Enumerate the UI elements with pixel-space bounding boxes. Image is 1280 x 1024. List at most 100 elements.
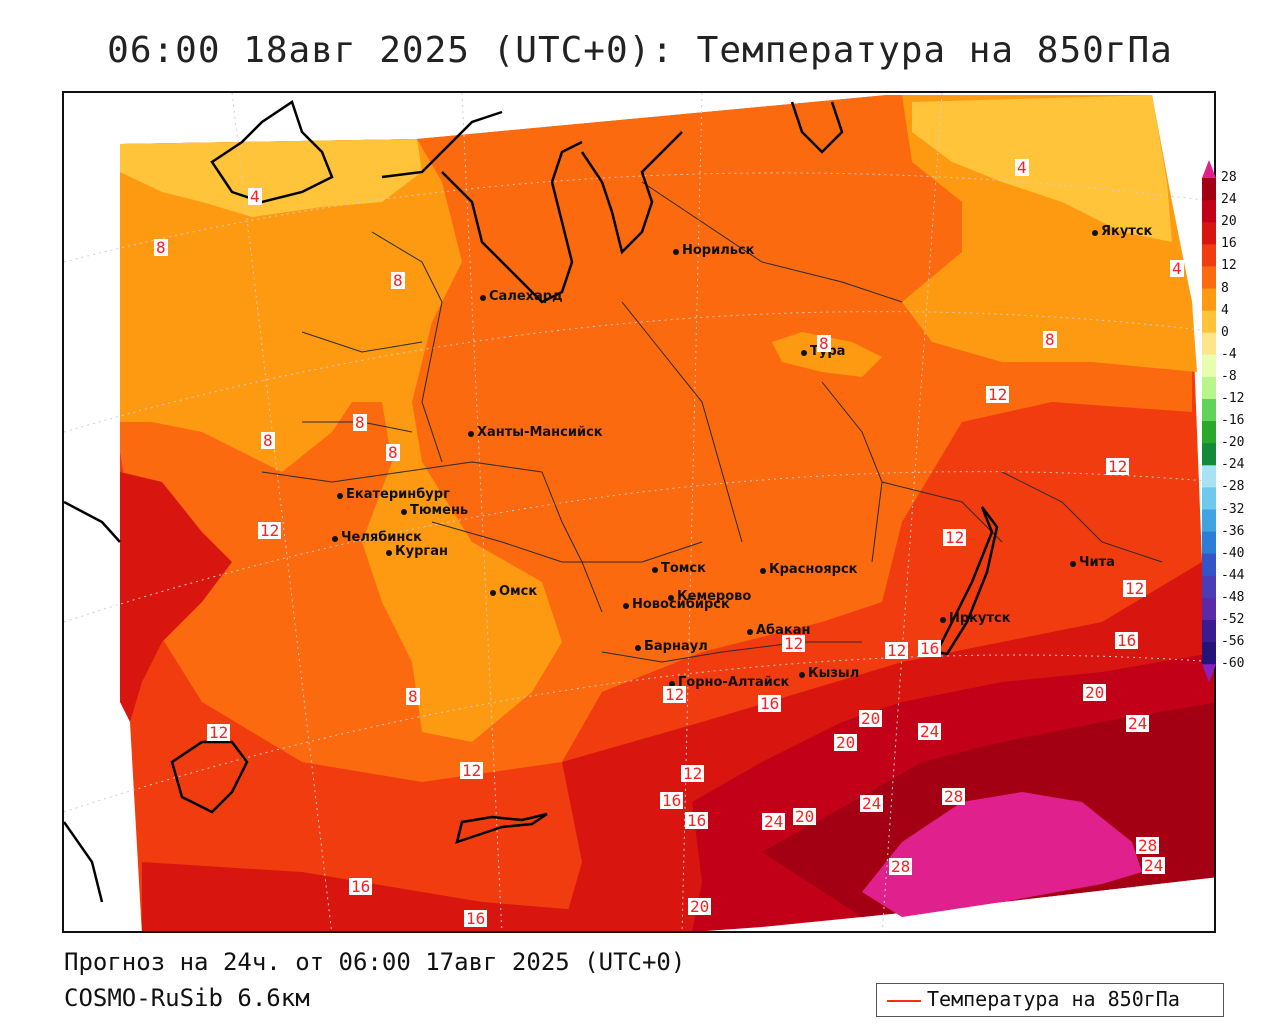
contour-label: 16 — [918, 639, 942, 658]
city-label: Норильск — [682, 243, 755, 258]
city-label: Красноярск — [769, 562, 858, 577]
colorbar-tick-label: 16 — [1221, 236, 1237, 252]
colorbar-tick-label: -4 — [1221, 346, 1237, 362]
colorbar-swatch — [1202, 531, 1216, 555]
city-dot — [1092, 230, 1098, 236]
city-label: Горно-Алтайск — [678, 675, 790, 690]
colorbar-tick-label: -56 — [1221, 634, 1245, 650]
field-0-4-ne — [912, 95, 1172, 242]
field-0-4-north — [120, 139, 422, 217]
colorbar-swatch — [1202, 222, 1216, 245]
contour-label: 8 — [391, 271, 405, 290]
colorbar-tick-label: 24 — [1221, 192, 1237, 208]
contour-label: 28 — [1136, 836, 1160, 855]
model-info: COSMO-RuSib 6.6км — [64, 984, 310, 1012]
colorbar-tick-label: 28 — [1221, 170, 1237, 185]
colorbar — [1202, 160, 1216, 683]
colorbar-tick-label: -16 — [1221, 413, 1245, 429]
city-dot — [669, 681, 675, 687]
colorbar-swatch — [1202, 354, 1216, 378]
colorbar-swatch — [1202, 288, 1216, 312]
colorbar-tick-label: -48 — [1221, 589, 1245, 605]
contour-label: 12 — [663, 685, 687, 704]
contour-label: 4 — [1015, 158, 1029, 177]
forecast-info: Прогноз на 24ч. от 06:00 17авг 2025 (UTC… — [64, 948, 686, 976]
contour-label: 20 — [1083, 683, 1107, 702]
region-borders — [261, 181, 1163, 663]
contour-label: 24 — [918, 722, 942, 741]
colorbar-swatch — [1202, 597, 1216, 621]
graticule — [64, 93, 1214, 931]
city-dot — [468, 431, 474, 437]
map-title: 06:00 18авг 2025 (UTC+0): Температура на… — [107, 30, 1173, 71]
colorbar-tick-label: -28 — [1221, 479, 1245, 495]
contour-label: 28 — [942, 787, 966, 806]
contour-label: 12 — [681, 764, 705, 783]
contour-label: 8 — [154, 238, 168, 257]
city-dot — [337, 493, 343, 499]
city-label: Якутск — [1101, 224, 1153, 239]
city-label: Курган — [395, 544, 448, 559]
city-dot — [801, 350, 807, 356]
colorbar-swatch — [1202, 178, 1216, 201]
legend-line-swatch — [887, 1000, 921, 1002]
contour-label: 12 — [207, 723, 231, 742]
contour-label: 20 — [859, 709, 883, 728]
city-dot — [490, 590, 496, 596]
contour-label: 8 — [386, 443, 400, 462]
city-label: Салехард — [489, 289, 563, 304]
contour-label: 12 — [782, 634, 806, 653]
city-dot — [623, 603, 629, 609]
contour-label: 8 — [1043, 330, 1057, 349]
contour-label: 24 — [1126, 714, 1150, 733]
field-4-8-west — [120, 139, 562, 742]
city-dot — [480, 295, 486, 301]
city-dot — [760, 568, 766, 574]
city-label: Абакан — [756, 623, 811, 638]
city-label: Екатеринбург — [346, 487, 450, 502]
colorbar-swatch — [1202, 443, 1216, 466]
contour-label: 12 — [460, 761, 484, 780]
city-label: Кызыл — [808, 666, 860, 681]
city-label: Чита — [1079, 555, 1115, 570]
city-dot — [401, 509, 407, 515]
colorbar-tick-label: -36 — [1221, 523, 1245, 539]
colorbar-swatch — [1202, 399, 1216, 422]
city-label: Новосибирск — [632, 597, 730, 612]
colorbar-swatch — [1202, 465, 1216, 488]
temperature-map[interactable]: НорильскЯкутскСалехардТураХанты-Мансийск… — [62, 91, 1216, 933]
city-label: Иркутск — [949, 611, 1011, 626]
city-dot — [652, 567, 658, 573]
city-label: Ханты-Мансийск — [477, 425, 603, 440]
contour-label: 16 — [685, 811, 709, 830]
colorbar-tick-label: -12 — [1221, 391, 1245, 406]
contour-label: 24 — [1142, 856, 1166, 875]
city-dot — [668, 595, 674, 601]
city-dot — [1070, 561, 1076, 567]
contour-label: 24 — [860, 794, 884, 813]
contour-label: 8 — [353, 413, 367, 432]
colorbar-swatch — [1202, 620, 1216, 643]
contour-label: 28 — [889, 857, 913, 876]
colorbar-swatch — [1202, 244, 1216, 267]
field-gt28 — [862, 792, 1142, 917]
contour-label: 4 — [248, 187, 262, 206]
city-dot — [747, 629, 753, 635]
colorbar-bottom-arrow — [1202, 664, 1216, 683]
colorbar-tick-label: -60 — [1221, 656, 1245, 672]
contour-label: 4 — [1170, 259, 1184, 278]
contour-label: 12 — [258, 521, 282, 540]
colorbar-tick-label: -20 — [1221, 435, 1245, 451]
colorbar-tick-label: 12 — [1221, 258, 1237, 274]
contour-label: 20 — [688, 897, 712, 916]
colorbar-tick-label: -24 — [1221, 457, 1245, 473]
colorbar-swatch — [1202, 310, 1216, 334]
colorbar-swatch — [1202, 332, 1216, 356]
city-dot — [332, 536, 338, 542]
city-label: Тюмень — [410, 503, 469, 518]
contour-label: 16 — [1115, 631, 1139, 650]
city-label: Челябинск — [341, 530, 422, 545]
colorbar-swatch — [1202, 642, 1216, 665]
contour-label: 24 — [762, 812, 786, 831]
colorbar-tick-label: -32 — [1221, 501, 1245, 517]
